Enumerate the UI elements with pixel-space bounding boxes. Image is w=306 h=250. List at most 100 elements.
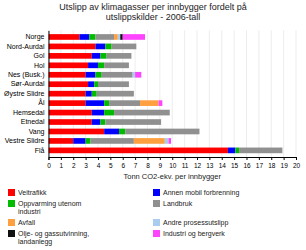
legend-label-line: Olje- og gassutvinning, (18, 230, 89, 238)
x-tick-mark (271, 157, 272, 160)
x-tick-mark (98, 157, 99, 160)
bar (131, 53, 132, 59)
bar (98, 62, 104, 68)
bar (95, 44, 105, 50)
bar (48, 81, 88, 87)
bar (282, 148, 283, 154)
legend-label: Veitrafikk (18, 189, 47, 196)
bar (120, 34, 122, 40)
y-tick-label: Gol (34, 52, 45, 59)
x-tick-label: 6 (121, 162, 125, 169)
y-axis: NorgeNord-AurdalGolHolNes (Busk.)Sør-Aur… (4, 31, 49, 158)
bar (92, 119, 101, 125)
bar (161, 119, 162, 125)
x-tick: 17 (256, 157, 264, 169)
y-tick-label: Hemsedal (13, 109, 45, 116)
bar (282, 148, 283, 154)
bar (105, 44, 111, 50)
bar (118, 34, 120, 40)
legend-item: Andre prosessutslipp (153, 219, 228, 227)
bar (128, 81, 129, 87)
x-tick: 10 (169, 157, 177, 169)
bar-series (123, 34, 171, 144)
bar (169, 110, 170, 116)
legend-label-line: landanlegg (18, 238, 52, 246)
x-tick-label: 13 (206, 162, 214, 169)
bar (165, 138, 169, 144)
plot-area: 01234567891011121314151617181920NorgeNor… (4, 30, 300, 168)
bar-series (114, 34, 165, 144)
bar (114, 110, 170, 116)
bar (104, 100, 109, 106)
legend-label-line: Oppvarming utenom (18, 200, 82, 208)
bar (86, 91, 92, 97)
legend-item: Industri og bergverk (153, 230, 225, 238)
x-tick: 0 (47, 157, 51, 169)
bar (199, 129, 200, 135)
legend-label: Andre prosessutslipp (163, 219, 228, 227)
bar (88, 62, 98, 68)
legend-label: Annen mobil forbrenning (163, 189, 239, 197)
y-tick: Vang (29, 128, 49, 136)
legend-label-line: Landbruk (163, 200, 193, 207)
bar (48, 100, 85, 106)
x-tick-mark (296, 157, 297, 160)
bar (48, 148, 227, 154)
legend-swatch (8, 219, 15, 226)
bar (95, 72, 101, 78)
y-tick-label: Vestre Slidre (5, 137, 45, 144)
bar (86, 100, 105, 106)
bar (92, 91, 97, 97)
bar (239, 148, 282, 154)
grid-line (159, 30, 160, 157)
bar (48, 119, 91, 125)
grid-line (196, 30, 197, 157)
y-tick: Etnedal (21, 118, 49, 125)
bar (133, 91, 134, 97)
x-tick: 9 (159, 157, 163, 169)
bar (97, 91, 134, 97)
title-line: Utslipp av klimagasser per innbygger for… (59, 2, 247, 12)
x-tick-label: 8 (146, 162, 150, 169)
bar (133, 91, 134, 97)
bar (133, 72, 135, 78)
bar (91, 138, 134, 144)
bar (199, 129, 200, 135)
bar (112, 44, 137, 50)
bar (73, 138, 85, 144)
bar (128, 81, 129, 87)
x-tick: 4 (97, 157, 101, 169)
bar (48, 129, 104, 135)
x-tick-mark (123, 157, 124, 160)
x-tick-mark (110, 157, 111, 160)
x-tick-label: 3 (84, 162, 88, 169)
bar (199, 129, 200, 135)
bar (136, 44, 137, 50)
x-tick-mark (172, 157, 173, 160)
x-tick: 6 (121, 157, 125, 169)
x-tick-label: 1 (60, 162, 64, 169)
bar (128, 62, 129, 68)
x-tick-mark (61, 157, 62, 160)
y-tick-label: Nord-Aurdal (7, 43, 45, 50)
x-tick-mark (147, 157, 148, 160)
bar (104, 62, 129, 68)
legend-label: Landbruk (163, 200, 193, 207)
bar (199, 129, 200, 135)
grid-line (258, 30, 259, 157)
x-tick-mark (160, 157, 161, 160)
y-tick-label: Øystre Slidre (4, 90, 45, 98)
y-tick-label: Nes (Busk.) (8, 71, 45, 79)
legend-label: Industri og bergverk (163, 230, 225, 238)
grid-line (271, 30, 272, 157)
x-tick-label: 7 (134, 162, 138, 169)
legend-item: Avfall (8, 219, 35, 226)
grid-line (221, 30, 222, 157)
bar (128, 62, 129, 68)
y-tick: Nord-Aurdal (7, 43, 49, 50)
legend-item: Oppvarming utenomindustri (8, 200, 82, 215)
bar (92, 53, 101, 59)
x-tick: 7 (134, 157, 138, 169)
y-tick-label: Vang (29, 128, 45, 136)
y-tick: Øystre Slidre (4, 90, 48, 98)
